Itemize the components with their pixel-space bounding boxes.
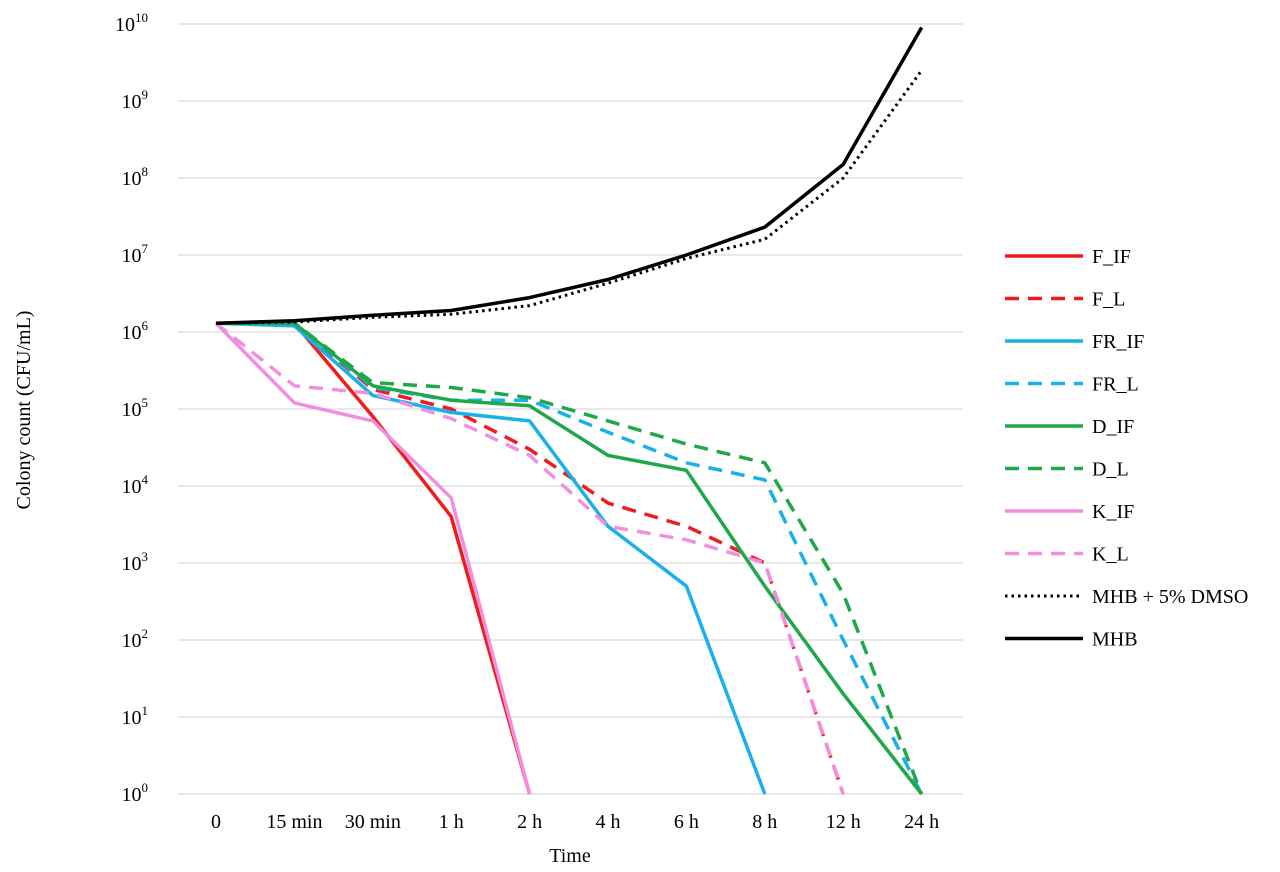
y-tick-label: 106	[122, 318, 149, 344]
series-line	[216, 321, 923, 796]
legend: F_IF F_L FR_IF FR_L D_IF D_L K_IF K_L MHB + 5% D…	[1005, 246, 1248, 651]
y-tick-label: 103	[122, 549, 149, 575]
legend-label: FR_IF	[1092, 331, 1144, 353]
legend-label: D_IF	[1092, 416, 1134, 438]
series-line	[216, 321, 924, 795]
x-tick-label: 4 h	[596, 811, 621, 833]
legend-label: F_L	[1092, 289, 1125, 311]
y-tick-labels: 100 101 102 103 104 105 106 107 108 109 1010	[115, 10, 149, 806]
y-tick-label: 101	[122, 703, 149, 729]
x-tick-label: 2 h	[517, 811, 542, 833]
legend-label: F_IF	[1092, 246, 1131, 268]
legend-label: D_L	[1092, 459, 1129, 481]
y-tick-label: 1010	[115, 10, 148, 36]
x-tick-label: 15 min	[266, 811, 322, 833]
series-line	[215, 26, 924, 325]
series-line	[216, 321, 845, 795]
series-line	[215, 69, 923, 325]
x-tick-label: 6 h	[674, 811, 699, 833]
y-tick-label: 100	[122, 780, 149, 806]
y-tick-label: 109	[122, 87, 149, 113]
legend-label: K_IF	[1092, 501, 1134, 523]
x-tick-labels: 0 15 min 30 min 1 h 2 h 4 h 6 h 8 h 12 h 24 h	[211, 811, 939, 833]
x-tick-label: 30 min	[345, 811, 401, 833]
series-line	[214, 321, 845, 795]
x-axis-title: Time	[549, 845, 591, 867]
series-line	[216, 321, 924, 795]
x-tick-label: 0	[211, 811, 221, 833]
y-tick-label: 104	[122, 472, 149, 498]
y-tick-label: 108	[122, 164, 149, 190]
legend-label: FR_L	[1092, 374, 1139, 396]
x-tick-label: 1 h	[439, 811, 464, 833]
y-tick-label: 107	[122, 241, 149, 267]
legend-label: K_L	[1092, 544, 1129, 566]
y-axis-title: Colony count (CFU/mL)	[13, 311, 35, 510]
series-lines	[214, 26, 924, 796]
x-tick-label: 24 h	[904, 811, 939, 833]
legend-label: MHB + 5% DMSO	[1092, 586, 1248, 608]
series-line	[214, 321, 532, 795]
x-tick-label: 8 h	[752, 811, 777, 833]
x-tick-label: 12 h	[826, 811, 861, 833]
legend-label: MHB	[1092, 629, 1138, 651]
y-tick-label: 105	[122, 395, 149, 421]
series-line	[215, 321, 767, 795]
y-tick-label: 102	[122, 626, 149, 652]
